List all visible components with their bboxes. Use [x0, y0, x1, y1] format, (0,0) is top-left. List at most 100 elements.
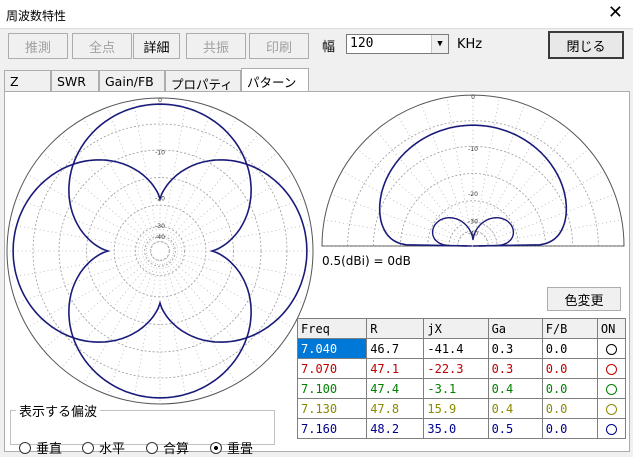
grid-spoke: [324, 219, 459, 244]
cell-fb: 0.0: [541, 338, 598, 359]
grid-spoke: [16, 253, 152, 304]
cell-freq: 7.160: [296, 418, 368, 439]
grid-spoke: [165, 257, 259, 369]
table-row[interactable]: 7.100 47.4 -3.1 0.4 0.0: [296, 378, 627, 399]
tab-pattern[interactable]: パターン: [241, 68, 309, 92]
grid-spoke: [475, 97, 500, 232]
outer-ring: [6, 97, 314, 405]
col-freq: Freq: [296, 318, 368, 339]
tab-gain-fb[interactable]: Gain/FB: [99, 70, 165, 92]
grid-ring: [427, 200, 519, 247]
cell-jx: -3.1: [423, 378, 489, 399]
grid-spoke: [164, 118, 237, 244]
grid-spoke: [162, 107, 213, 243]
ring-label: -10: [155, 150, 165, 157]
cell-on[interactable]: [596, 398, 627, 419]
col-ga: Ga: [487, 318, 543, 339]
ring-label: -10: [468, 146, 478, 153]
grid-ring: [58, 149, 262, 353]
grid-spoke: [83, 118, 156, 244]
width-select[interactable]: 120 ▼: [346, 34, 449, 54]
cell-fb: 0.0: [541, 418, 598, 439]
cell-freq: 7.040: [296, 338, 368, 359]
grid-spoke: [166, 256, 278, 350]
window-title: 周波数特性: [6, 9, 67, 23]
close-button[interactable]: 閉じる: [548, 31, 624, 59]
col-on: ON: [596, 318, 627, 339]
grid-spoke: [61, 133, 155, 245]
cell-ga: 0.3: [487, 358, 543, 379]
pattern-main-lobe: [378, 124, 568, 247]
grid-spoke: [487, 194, 615, 242]
col-r: R: [366, 318, 425, 339]
grid-spoke: [477, 104, 525, 232]
grid-spoke: [16, 198, 152, 249]
ring-label: -40: [468, 230, 478, 237]
grid-spoke: [167, 255, 293, 328]
tab-swr[interactable]: SWR: [51, 70, 99, 92]
grid-spoke: [167, 174, 293, 247]
cell-fb: 0.0: [541, 358, 598, 379]
table-row[interactable]: 7.070 47.1 -22.3 0.3 0.0: [296, 358, 627, 379]
cell-freq: 7.070: [296, 358, 368, 379]
table-row[interactable]: 7.160 48.2 35.0 0.5 0.0: [296, 418, 627, 439]
elevation-grid: [321, 94, 625, 247]
cell-freq: 7.100: [296, 378, 368, 399]
grid-spoke: [357, 148, 462, 237]
table-row[interactable]: 7.040 46.7 -41.4 0.3 0.0: [296, 338, 627, 359]
cell-jx: -22.3: [423, 358, 489, 379]
cell-r: 48.2: [366, 418, 425, 439]
cell-jx: 15.9: [423, 398, 489, 419]
all-points-button[interactable]: 全点: [72, 33, 132, 59]
change-color-button[interactable]: 色変更: [547, 287, 621, 311]
azimuth-pattern-curves: [12, 103, 308, 399]
radio-label: 垂直: [36, 442, 63, 457]
ring-label: -30: [468, 218, 478, 225]
radio-dot[interactable]: [19, 441, 31, 454]
radio-combined[interactable]: 合算: [146, 438, 189, 457]
polarization-legend: 表示する偏波: [19, 405, 98, 420]
cell-ga: 0.3: [487, 338, 543, 359]
radio-label: 水平: [99, 442, 126, 457]
tab-z[interactable]: Z: [4, 70, 51, 92]
grid-ring: [457, 230, 489, 247]
radio-vertical[interactable]: 垂直: [19, 438, 62, 457]
cell-on[interactable]: [596, 378, 627, 399]
close-icon[interactable]: ✕: [607, 2, 623, 23]
circle-icon[interactable]: [605, 343, 617, 355]
cell-freq: 7.130: [296, 398, 368, 419]
cell-on[interactable]: [596, 418, 627, 439]
grid-ring: [347, 120, 599, 247]
circle-icon[interactable]: [605, 403, 617, 415]
grid-ring: [400, 173, 546, 247]
cell-ga: 0.4: [487, 378, 543, 399]
table-row[interactable]: 7.130 47.8 15.9 0.4 0.0: [296, 398, 627, 419]
print-button[interactable]: 印刷: [249, 33, 309, 59]
chevron-down-icon[interactable]: ▼: [431, 35, 448, 53]
cell-fb: 0.0: [541, 398, 598, 419]
grid-spoke: [480, 115, 549, 234]
radio-dot[interactable]: [210, 441, 222, 454]
radio-horizontal[interactable]: 水平: [82, 438, 125, 457]
circle-icon[interactable]: [605, 423, 617, 435]
grid-ring: [150, 241, 170, 261]
width-unit: KHz: [457, 37, 483, 52]
grid-spoke: [421, 104, 469, 232]
radio-dot[interactable]: [146, 441, 158, 454]
cell-on[interactable]: [596, 358, 627, 379]
detail-button[interactable]: 詳細: [133, 33, 180, 59]
estimate-button[interactable]: 推測: [8, 33, 68, 59]
grid-spoke: [162, 259, 213, 395]
cell-ga: 0.4: [487, 398, 543, 419]
cell-r: 47.1: [366, 358, 425, 379]
grid-spoke: [107, 259, 158, 395]
cell-on[interactable]: [596, 338, 627, 359]
radio-dot[interactable]: [82, 441, 94, 454]
width-label: 幅: [322, 40, 336, 55]
circle-icon[interactable]: [605, 383, 617, 395]
circle-icon[interactable]: [605, 363, 617, 375]
radio-overlay[interactable]: 重畳: [210, 438, 253, 457]
radio-label: 重畳: [227, 442, 254, 457]
resonance-button[interactable]: 共振: [186, 33, 246, 59]
tab-properties[interactable]: プロパティ: [165, 70, 241, 92]
